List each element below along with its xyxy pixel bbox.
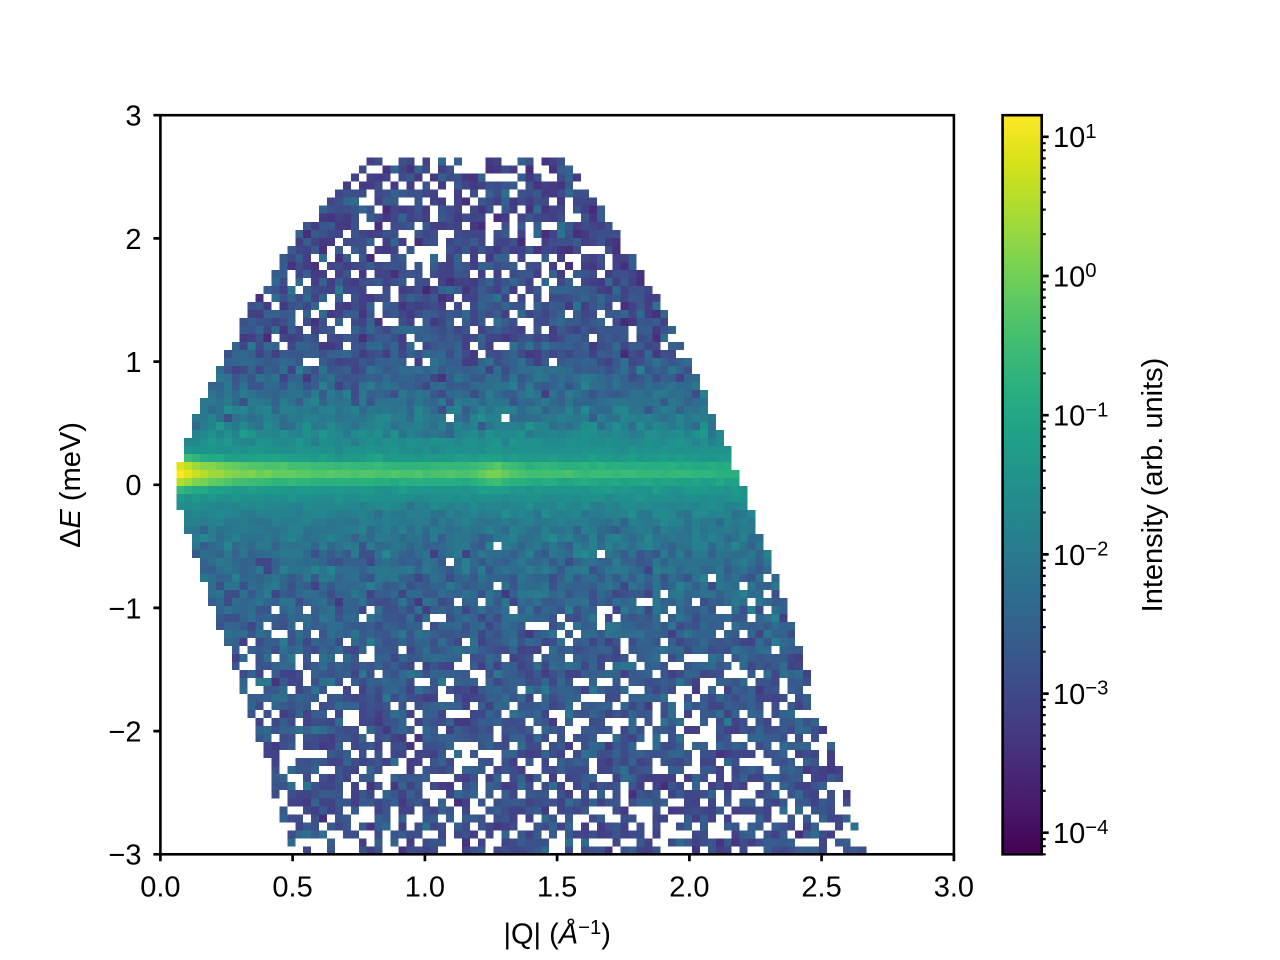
svg-text:ΔE (meV): ΔE (meV) — [55, 422, 87, 548]
svg-text:1.0: 1.0 — [405, 872, 445, 904]
svg-text:10−1: 10−1 — [1053, 399, 1108, 432]
svg-text:0.5: 0.5 — [272, 872, 312, 904]
svg-text:0.0: 0.0 — [140, 872, 180, 904]
svg-text:2: 2 — [125, 224, 141, 256]
svg-text:−1: −1 — [108, 593, 141, 625]
svg-text:3: 3 — [125, 101, 141, 133]
svg-text:Intensity (arb. units): Intensity (arb. units) — [1137, 358, 1169, 613]
svg-text:−2: −2 — [108, 717, 141, 749]
svg-text:1: 1 — [125, 347, 141, 379]
svg-text:2.0: 2.0 — [669, 872, 709, 904]
svg-text:|Q| (Å−1): |Q| (Å−1) — [503, 917, 610, 950]
svg-text:2.5: 2.5 — [801, 872, 841, 904]
svg-text:1.5: 1.5 — [537, 872, 577, 904]
svg-text:10−3: 10−3 — [1053, 678, 1108, 711]
svg-text:0: 0 — [125, 470, 141, 502]
svg-text:−3: −3 — [108, 840, 141, 872]
svg-text:3.0: 3.0 — [934, 872, 974, 904]
svg-text:10−4: 10−4 — [1053, 817, 1108, 850]
